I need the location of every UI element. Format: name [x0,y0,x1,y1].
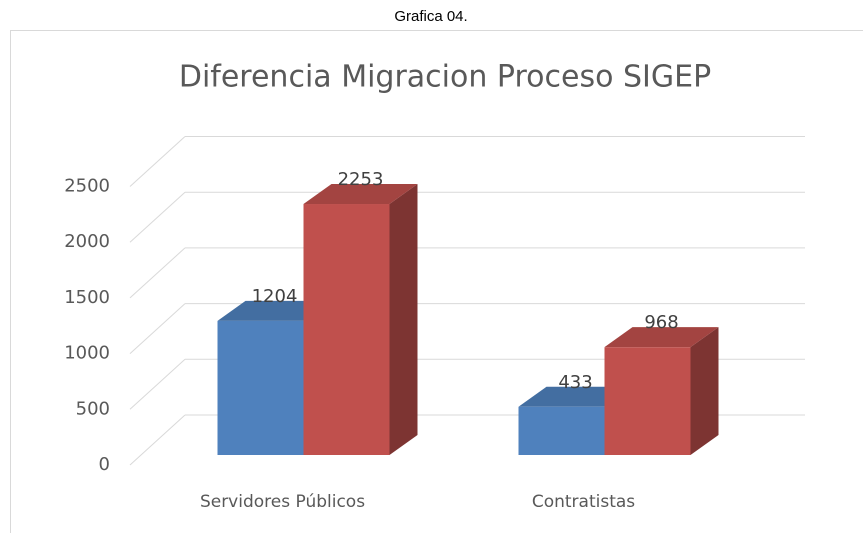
y-tick-label: 1000 [64,343,110,364]
bar-top [518,386,633,407]
grid-line [129,358,186,410]
grid-line [129,191,186,243]
grid-line [129,136,186,187]
bar-front [604,347,691,455]
bar-front [303,204,390,455]
chart-frame [10,30,863,533]
bar-top [604,327,719,348]
bar-side [690,327,719,455]
x-tick-label: Servidores Públicos [200,492,365,512]
bar-front [518,406,605,455]
bar-top [217,300,332,321]
data-label: 433 [558,372,592,393]
grid-line [129,414,186,466]
data-label: 1204 [252,286,298,307]
data-label: 2253 [338,169,384,190]
bar-top [303,184,418,205]
chart-title: Diferencia Migracion Proceso SIGEP [179,60,711,95]
x-tick-label: Contratistas [532,492,635,512]
bar [604,327,719,455]
data-label: 968 [644,312,678,333]
y-tick-label: 2500 [64,176,110,197]
bar-front [217,320,304,455]
y-tick-label: 1500 [64,287,110,308]
y-tick-label: 500 [76,398,110,419]
grid-line [129,247,186,299]
grid-line [129,303,186,354]
y-tick-label: 2000 [64,231,110,252]
y-tick-label: 0 [99,454,110,475]
bar [303,184,418,455]
bar-side [389,184,418,455]
caption: Grafica 04. [394,8,467,25]
